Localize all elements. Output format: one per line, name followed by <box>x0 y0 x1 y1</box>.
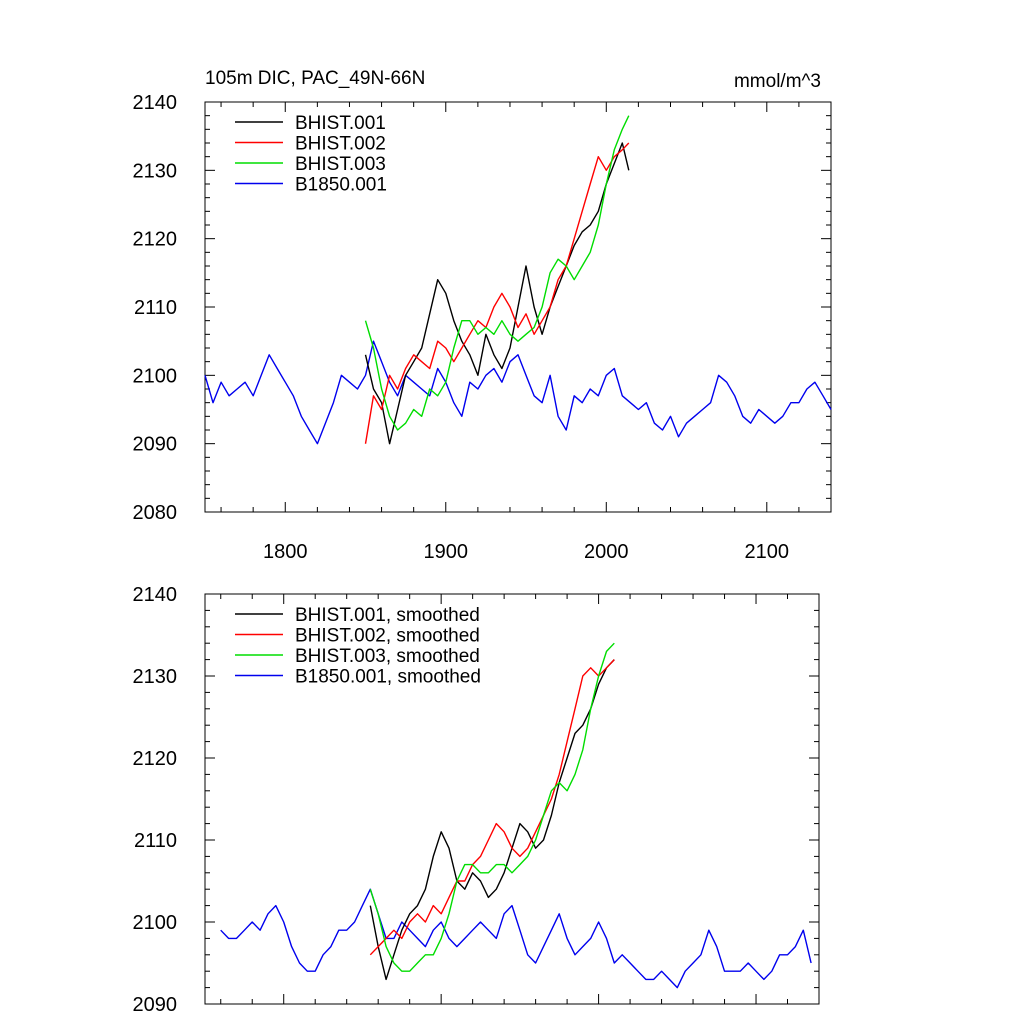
bottom-panel: 2090 2100 2110 2120 2130 2140 BHIST.001, smoo… <box>133 584 820 1016</box>
legend-label: BHIST.002, smoothed <box>295 626 480 647</box>
top-panel: 105m DIC, PAC_49N-66N mmol/m^3 208020902… <box>133 68 832 563</box>
series-line <box>369 642 615 972</box>
y-tick-label: 2120 <box>133 229 178 251</box>
y-tick-label: 2080 <box>133 502 178 524</box>
legend-label: BHIST.001, smoothed <box>295 605 480 626</box>
top-chart-units: mmol/m^3 <box>734 71 821 92</box>
bottom-axis-ticks: 2090 2100 2110 2120 2130 2140 <box>133 584 820 1016</box>
y-tick-label: 2110 <box>134 297 177 319</box>
legend-label: B1850.001 <box>295 175 387 196</box>
x-tick-label: 1900 <box>424 541 469 563</box>
series-line <box>364 142 630 445</box>
y-tick-label: 2100 <box>133 365 178 387</box>
top-series-lines <box>204 115 832 445</box>
y-tick-label: 2110 <box>134 830 177 852</box>
legend-label: BHIST.002 <box>295 134 386 155</box>
series-line <box>369 659 615 981</box>
legend-label: BHIST.003 <box>295 154 386 175</box>
series-line <box>364 115 630 431</box>
y-tick-label: 2130 <box>133 666 178 688</box>
top-chart-title: 105m DIC, PAC_49N-66N <box>205 68 425 89</box>
y-tick-label: 2090 <box>133 994 178 1016</box>
series-line <box>204 340 832 445</box>
y-tick-label: 2130 <box>133 160 178 182</box>
x-tick-label: 1800 <box>263 541 308 563</box>
y-tick-label: 2140 <box>133 92 178 114</box>
legend-label: B1850.001, smoothed <box>295 667 481 688</box>
y-tick-label: 2100 <box>133 912 178 934</box>
bottom-series-lines <box>220 642 812 989</box>
legend-label: BHIST.003, smoothed <box>295 646 480 667</box>
legend-label: BHIST.001 <box>295 113 386 134</box>
bottom-plot-frame <box>204 593 820 1005</box>
y-tick-label: 2090 <box>133 434 178 456</box>
y-tick-label: 2140 <box>133 584 178 606</box>
x-tick-label: 2100 <box>745 541 790 563</box>
top-axis-ticks: 2080 2090 2100 2110 2120 2130 2140 1800 1900 2000… <box>133 92 832 563</box>
x-tick-label: 2000 <box>584 541 629 563</box>
series-line <box>220 888 812 989</box>
series-line <box>364 142 630 444</box>
y-tick-label: 2120 <box>133 748 178 770</box>
series-line <box>369 659 615 956</box>
